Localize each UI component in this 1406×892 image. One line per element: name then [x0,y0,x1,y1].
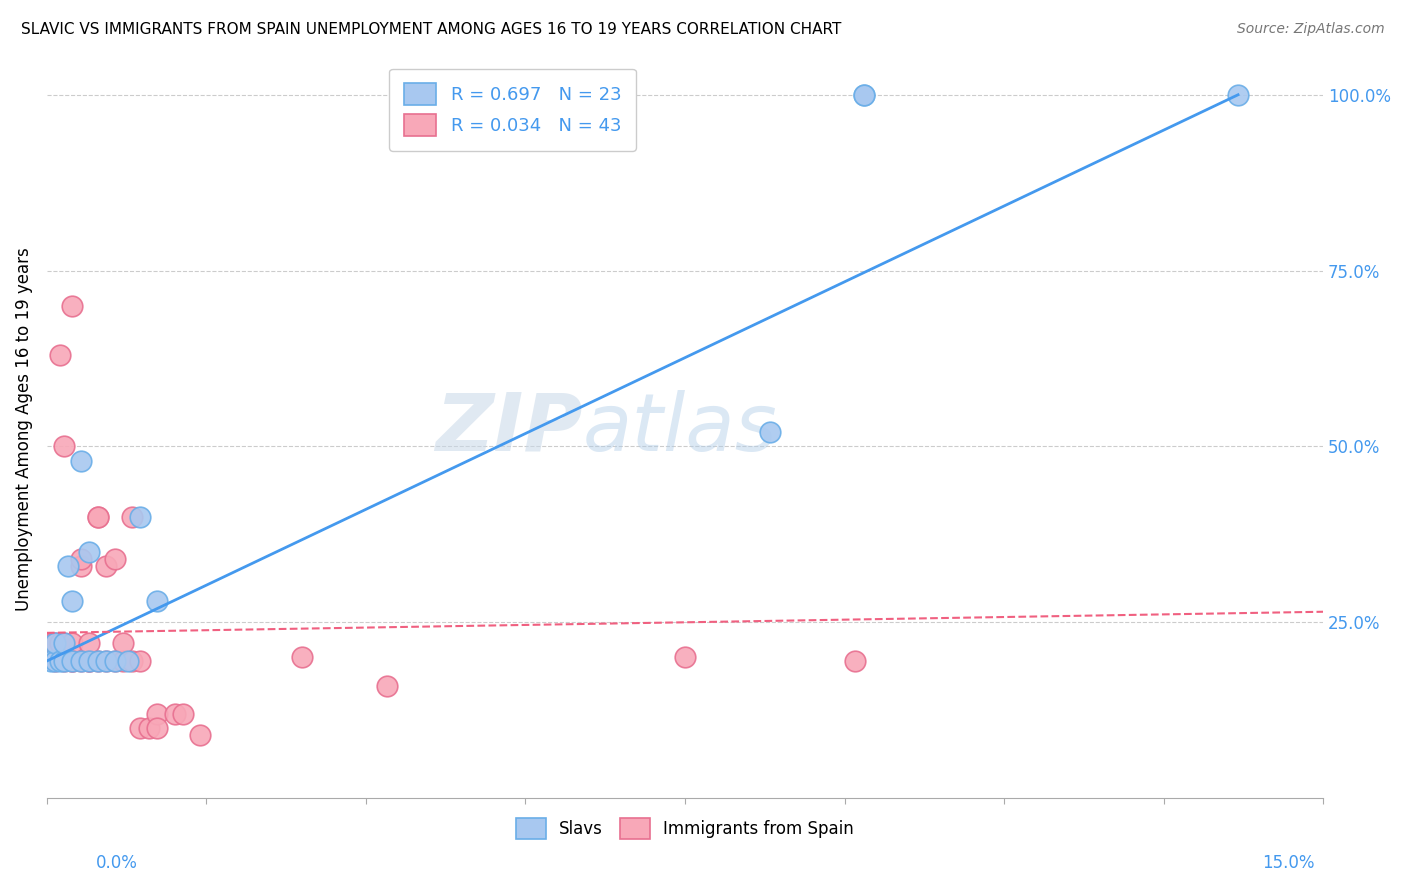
Point [70,552,93,566]
Point [39,654,62,668]
Point [112,636,135,650]
Point [48,654,70,668]
Point [104,654,127,668]
Point [79,545,101,559]
Point [87,654,110,668]
Point [117,654,139,668]
Text: Source: ZipAtlas.com: Source: ZipAtlas.com [1237,22,1385,37]
Point [87,509,110,524]
Point [759,425,782,440]
Point [52,440,75,454]
Point [844,654,866,668]
Point [70,453,93,467]
Point [79,654,101,668]
Point [52,654,75,668]
Point [96,654,118,668]
Point [163,706,186,721]
Point [129,654,152,668]
Point [852,87,875,102]
Y-axis label: Unemployment Among Ages 16 to 19 years: Unemployment Among Ages 16 to 19 years [15,247,32,611]
Point [87,509,110,524]
Point [104,654,127,668]
Point [48,348,70,362]
Point [70,559,93,574]
Point [38,636,60,650]
Point [146,594,169,608]
Point [188,728,211,742]
Point [62,654,84,668]
Text: ZIP: ZIP [436,390,583,468]
Point [87,654,110,668]
Point [852,87,875,102]
Point [96,559,118,574]
Point [70,654,93,668]
Text: 0.0%: 0.0% [96,855,138,872]
Point [673,650,696,665]
Point [79,636,101,650]
Point [375,679,398,693]
Point [52,654,75,668]
Text: atlas: atlas [583,390,778,468]
Point [44,654,66,668]
Point [96,654,118,668]
Text: SLAVIC VS IMMIGRANTS FROM SPAIN UNEMPLOYMENT AMONG AGES 16 TO 19 YEARS CORRELATI: SLAVIC VS IMMIGRANTS FROM SPAIN UNEMPLOY… [21,22,841,37]
Point [52,636,75,650]
Point [112,654,135,668]
Point [121,654,143,668]
Point [146,706,169,721]
Point [70,654,93,668]
Point [62,594,84,608]
Point [172,706,194,721]
Point [39,636,62,650]
Point [52,636,75,650]
Point [62,299,84,313]
Point [129,721,152,735]
Point [48,636,70,650]
Point [121,509,143,524]
Point [129,509,152,524]
Point [44,636,66,650]
Point [1227,87,1250,102]
Point [79,654,101,668]
Point [56,559,79,574]
Point [42,636,65,650]
Point [79,654,101,668]
Legend: Slavs, Immigrants from Spain: Slavs, Immigrants from Spain [509,812,860,846]
Text: 15.0%: 15.0% [1263,855,1315,872]
Point [44,636,66,650]
Point [146,721,169,735]
Point [62,654,84,668]
Point [104,552,127,566]
Point [44,654,66,668]
Point [62,636,84,650]
Point [138,721,160,735]
Point [291,650,314,665]
Point [62,654,84,668]
